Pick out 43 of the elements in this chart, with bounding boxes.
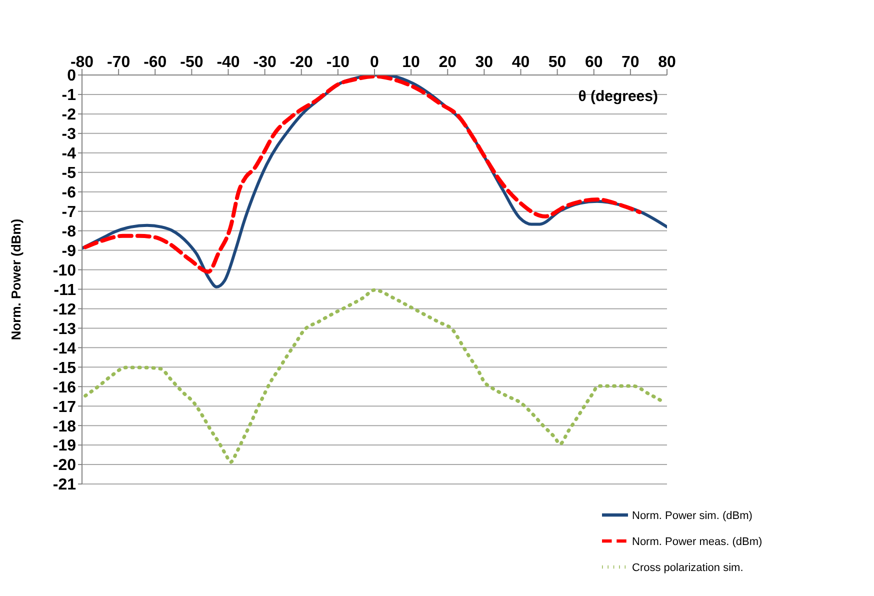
x-tick-label: -30 — [253, 54, 276, 71]
y-tick-label: -4 — [62, 146, 76, 163]
x-tick-label: 80 — [658, 54, 676, 71]
y-tick-label: -17 — [52, 398, 76, 416]
x-tick-label: -60 — [144, 54, 167, 71]
x-tick-label: 0 — [370, 54, 380, 71]
y-tick-label: -8 — [62, 223, 76, 240]
legend-label: Norm. Power sim. (dBm) — [632, 510, 752, 522]
x-tick-label: -40 — [216, 54, 240, 71]
y-tick-label: -1 — [62, 87, 76, 104]
y-tick-label: -13 — [52, 320, 76, 338]
y-tick-label: -10 — [52, 262, 76, 280]
y-tick-label: -12 — [52, 301, 76, 318]
y-tick-label: -18 — [52, 418, 76, 436]
x-tick-label: 60 — [584, 54, 603, 71]
x-tick-label: 40 — [512, 54, 530, 71]
x-tick-label: -70 — [107, 54, 130, 71]
x-tick-label: 70 — [622, 54, 640, 71]
y-tick-label: -11 — [54, 282, 76, 299]
y-axis-title: Norm. Power (dBm) — [8, 218, 24, 340]
y-tick-label: -20 — [52, 457, 76, 474]
legend-label: Cross polarization sim. — [632, 562, 744, 574]
x-tick-label: -50 — [180, 54, 204, 71]
y-tick-label: -3 — [62, 126, 76, 144]
y-tick-label: -15 — [52, 360, 76, 377]
y-tick-label: -14 — [52, 340, 76, 358]
x-axis-title: θ (degrees) — [577, 88, 658, 105]
x-tick-label: -20 — [290, 54, 314, 71]
y-tick-label: -7 — [62, 204, 76, 222]
y-tick-label: -6 — [62, 184, 76, 202]
y-tick-label: -21 — [52, 476, 76, 494]
x-tick-label: 10 — [402, 54, 420, 71]
x-tick-label: 20 — [438, 54, 457, 71]
y-tick-label: -9 — [62, 242, 76, 260]
legend-label: Norm. Power meas. (dBm) — [632, 536, 762, 548]
x-tick-label: -10 — [326, 54, 350, 71]
x-tick-label: 30 — [475, 54, 494, 71]
y-tick-label: -2 — [62, 106, 76, 124]
x-tick-label: 50 — [548, 54, 566, 71]
y-tick-label: -16 — [52, 379, 76, 396]
y-tick-label: -5 — [62, 165, 76, 182]
y-tick-label: 0 — [67, 68, 76, 85]
y-tick-label: -19 — [52, 438, 76, 455]
